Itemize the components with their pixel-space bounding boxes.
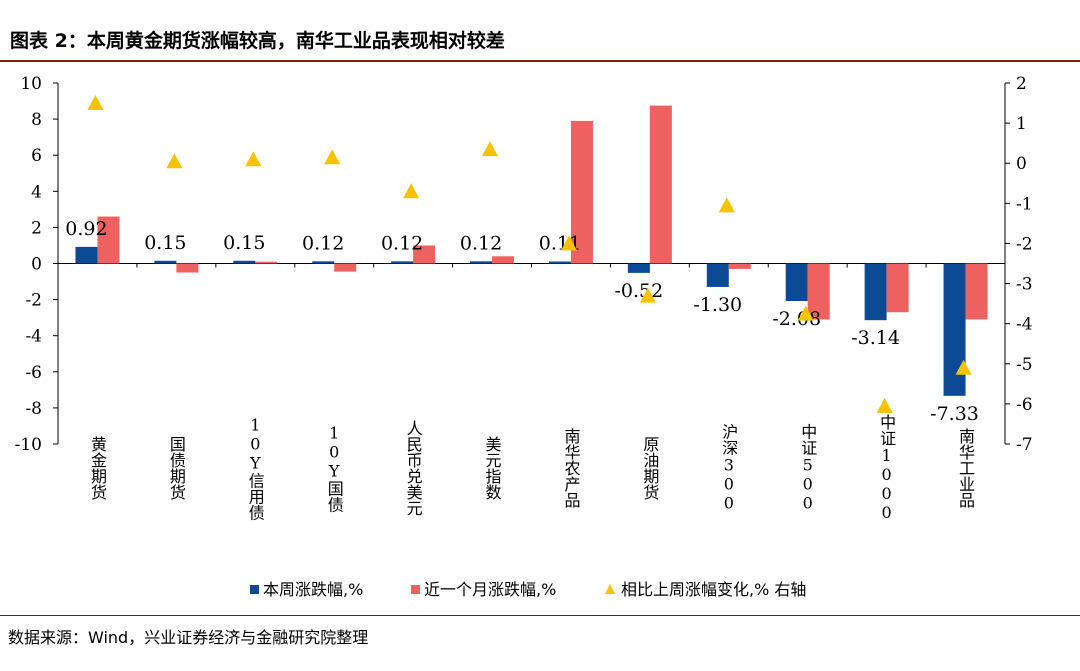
category-label: 黄金期货: [88, 436, 107, 500]
data-label-weekly: 0.12: [381, 232, 423, 254]
left-tick-label: -10: [15, 435, 42, 455]
bar-monthly: [570, 120, 593, 264]
bar-weekly: [75, 246, 98, 264]
category-label: 国债期货: [167, 436, 186, 500]
data-label-weekly: 0.15: [223, 232, 265, 254]
legend-swatch-weekly: [250, 585, 259, 594]
left-tick-label: -4: [25, 327, 42, 347]
title-divider: [0, 60, 1080, 62]
bar-monthly: [649, 105, 672, 264]
data-label-weekly: 0.15: [144, 232, 186, 254]
marker-change: [797, 305, 814, 321]
data-label-weekly: -3.14: [851, 327, 900, 349]
category-label: 南华农产品: [561, 428, 580, 508]
left-tick-label: 0: [31, 255, 42, 275]
bar-weekly: [233, 260, 256, 264]
marker-change: [482, 141, 499, 157]
data-label-weekly: 0.12: [460, 232, 502, 254]
category-label: 南华工业品: [956, 428, 975, 508]
chart-title: 图表 2：本周黄金期货涨幅较高，南华工业品表现相对较差: [10, 30, 505, 52]
legend-swatch-change: [605, 584, 615, 594]
bar-monthly: [255, 261, 278, 264]
markers-group: [87, 95, 972, 413]
data-label-weekly: -2.08: [772, 308, 821, 330]
bar-monthly: [807, 263, 830, 320]
right-tick-label: -5: [1016, 355, 1033, 375]
source-note: 数据来源：Wind，兴业证券经济与金融研究院整理: [8, 628, 369, 647]
bar-weekly: [470, 261, 493, 264]
left-tick-label: 8: [31, 110, 42, 130]
left-tick-label: 4: [31, 182, 42, 202]
data-label-weekly: -7.33: [930, 403, 979, 425]
bar-monthly: [965, 263, 988, 320]
legend-label-change: 相比上周涨幅变化,% 右轴: [621, 580, 806, 599]
bars-group: [75, 105, 988, 396]
left-tick-label: 6: [31, 146, 42, 166]
marker-change: [718, 197, 735, 213]
bar-weekly: [548, 261, 571, 264]
data-labels-group: 0.92 0.15 0.15 0.12 0.12 0.12 0.11 -0.52 -1.30 -2…: [65, 218, 979, 425]
bar-monthly: [413, 245, 436, 264]
legend: 本周涨跌幅,% 近一个月涨跌幅,% 相比上周涨幅变化,% 右轴: [250, 580, 806, 599]
marker-change: [876, 397, 893, 413]
category-label: 10Y信用债: [246, 416, 265, 521]
right-tick-label: 1: [1016, 114, 1027, 134]
data-label-weekly: 0.11: [539, 233, 581, 255]
bar-monthly: [97, 216, 120, 264]
category-label: 人民币兑美元: [404, 420, 423, 516]
bar-monthly: [176, 263, 199, 273]
right-tick-label: -6: [1016, 395, 1033, 415]
footer-divider: [0, 615, 1080, 616]
data-label-weekly: -1.30: [693, 294, 742, 316]
marker-change: [639, 287, 656, 303]
bar-monthly: [728, 263, 751, 269]
marker-change: [955, 359, 972, 375]
bar-monthly: [886, 263, 909, 313]
bar-weekly: [391, 261, 414, 264]
right-tick-label: 2: [1016, 74, 1027, 94]
right-tick-label: 0: [1016, 154, 1027, 174]
right-tick-label: -4: [1016, 315, 1033, 335]
category-label: 中证500: [798, 424, 817, 513]
left-tick-label: 10: [20, 74, 42, 94]
category-label: 原油期货: [640, 436, 659, 500]
bar-monthly: [492, 256, 515, 264]
right-tick-label: -2: [1016, 234, 1033, 254]
right-tick-label: -1: [1016, 194, 1033, 214]
data-label-weekly: 0.92: [65, 218, 107, 240]
left-tick-label: 2: [31, 218, 42, 238]
marker-change: [166, 153, 183, 169]
bar-weekly: [627, 263, 650, 273]
right-tick-label: -7: [1016, 435, 1033, 455]
data-label-weekly: -0.52: [615, 280, 664, 302]
left-tick-label: -8: [25, 399, 42, 419]
bar-weekly: [785, 263, 808, 302]
legend-label-monthly: 近一个月涨跌幅,%: [424, 580, 556, 599]
category-label: 沪深300: [719, 424, 738, 513]
right-tick-label: -3: [1016, 275, 1033, 295]
left-tick-label: -2: [25, 291, 42, 311]
left-tick-label: -6: [25, 363, 42, 383]
bar-weekly: [864, 263, 887, 321]
category-label: 美元指数: [483, 436, 502, 500]
bar-weekly: [312, 261, 335, 264]
bar-weekly: [706, 263, 729, 287]
legend-label-weekly: 本周涨跌幅,%: [263, 580, 363, 599]
category-label: 中证1000: [877, 414, 896, 522]
category-label: 10Y国债: [325, 424, 344, 513]
bar-monthly: [334, 263, 357, 272]
legend-swatch-monthly: [411, 585, 420, 594]
category-labels-group: 黄金期货 国债期货 10Y信用债 10Y国债 人民币兑美元 美元指数 南华农产品 原油期货 沪深…: [88, 414, 975, 522]
marker-change: [324, 149, 341, 165]
marker-change: [87, 95, 104, 111]
data-label-weekly: 0.12: [302, 232, 344, 254]
marker-change: [403, 183, 420, 199]
bar-weekly: [943, 263, 966, 396]
marker-change: [560, 235, 577, 251]
bar-weekly: [154, 260, 177, 264]
marker-change: [245, 151, 262, 167]
